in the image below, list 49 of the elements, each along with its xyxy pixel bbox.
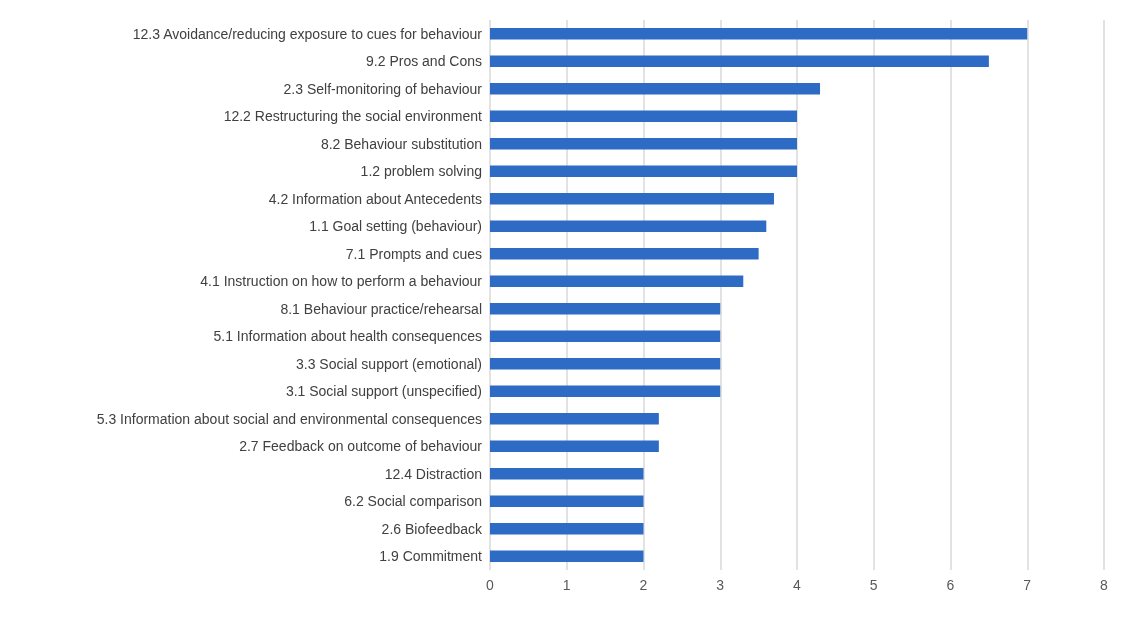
bar	[490, 550, 644, 563]
bar	[490, 192, 774, 205]
bar	[490, 385, 721, 398]
bar	[490, 467, 644, 480]
bar	[490, 27, 1028, 40]
y-tick-label: 8.1 Behaviour practice/rehearsal	[280, 300, 482, 317]
bar	[490, 440, 659, 453]
y-tick-label: 12.3 Avoidance/reducing exposure to cues for behaviour	[132, 25, 483, 42]
y-tick-label: 2.7 Feedback on outcome of behaviour	[239, 438, 483, 455]
y-tick-label: 4.1 Instruction on how to perform a behaviour	[200, 273, 483, 290]
y-tick-label: 4.2 Information about Antecedents	[268, 190, 482, 207]
bar	[490, 55, 989, 68]
bar	[490, 357, 721, 370]
bar	[490, 220, 767, 233]
y-tick-label: 5.1 Information about health consequences	[213, 328, 482, 345]
y-tick-label: 5.3 Information about social and environmental consequences	[96, 410, 482, 427]
bar	[490, 275, 744, 288]
y-tick-label: 3.1 Social support (unspecified)	[285, 383, 482, 400]
x-tick-label: 1	[562, 577, 571, 593]
x-tick-label: 5	[869, 577, 878, 593]
y-tick-label: 3.3 Social support (emotional)	[296, 355, 482, 372]
bar	[490, 247, 759, 260]
y-tick-label: 2.3 Self-monitoring of behaviour	[283, 80, 483, 97]
bar	[490, 495, 644, 508]
bar	[490, 412, 659, 425]
y-tick-label: 12.2 Restructuring the social environment	[223, 108, 483, 125]
x-tick-label: 7	[1023, 577, 1032, 593]
y-tick-label: 12.4 Distraction	[384, 465, 482, 482]
y-tick-label: 1.2 problem solving	[360, 163, 482, 180]
x-tick-label: 0	[486, 577, 495, 593]
bar	[490, 137, 797, 150]
x-tick-label: 8	[1100, 577, 1109, 593]
bar	[490, 165, 797, 178]
y-tick-label: 6.2 Social comparison	[344, 493, 482, 510]
bar	[490, 330, 721, 343]
bar	[490, 522, 644, 535]
y-tick-label: 9.2 Pros and Cons	[366, 53, 482, 70]
x-tick-label: 6	[946, 577, 955, 593]
y-tick-label: 2.6 Biofeedback	[381, 520, 483, 537]
y-tick-label: 8.2 Behaviour substitution	[320, 135, 482, 152]
bar	[490, 302, 721, 315]
y-tick-label: 7.1 Prompts and cues	[345, 245, 482, 262]
y-tick-label: 1.9 Commitment	[379, 548, 483, 565]
bar	[490, 82, 821, 95]
x-tick-label: 2	[639, 577, 648, 593]
x-tick-label: 4	[793, 577, 802, 593]
x-tick-label: 3	[716, 577, 725, 593]
bar	[490, 110, 797, 123]
y-tick-label: 1.1 Goal setting (behaviour)	[309, 218, 482, 235]
